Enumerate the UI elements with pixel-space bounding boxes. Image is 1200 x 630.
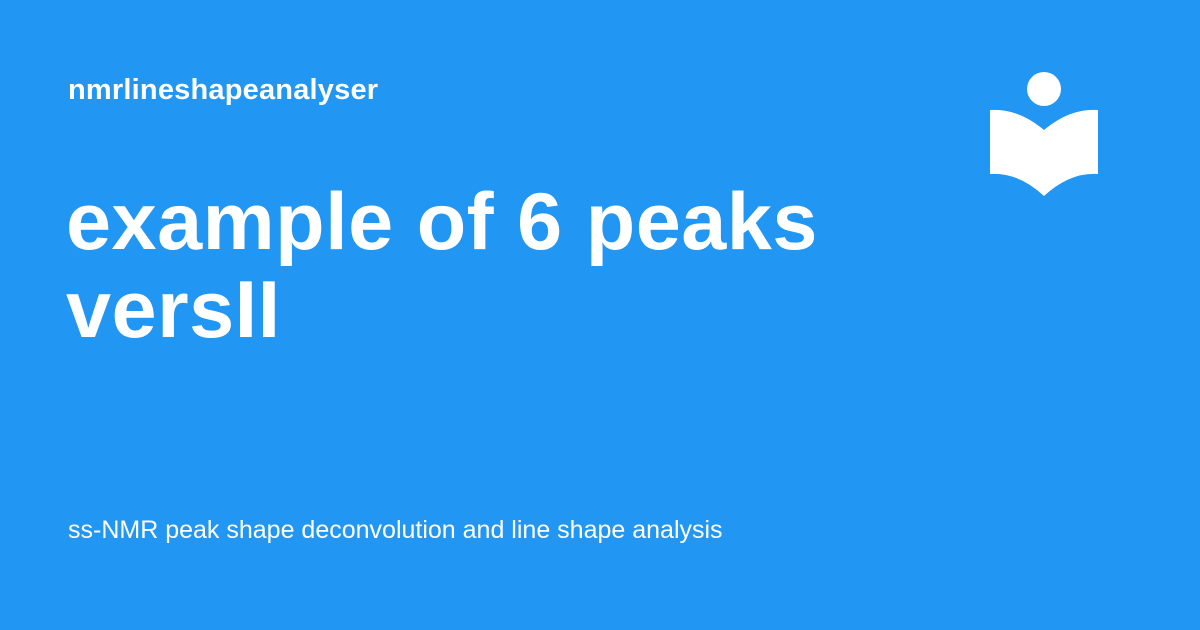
page-title-line-1: example of 6 peaks [66,177,818,267]
reader-book-icon [988,70,1100,196]
site-name: nmrlineshapeanalyser [68,74,379,106]
page-title: example of 6 peaks versII [66,178,946,354]
page-title-line-2: versII [66,265,281,355]
tagline: ss-NMR peak shape deconvolution and line… [68,516,723,544]
